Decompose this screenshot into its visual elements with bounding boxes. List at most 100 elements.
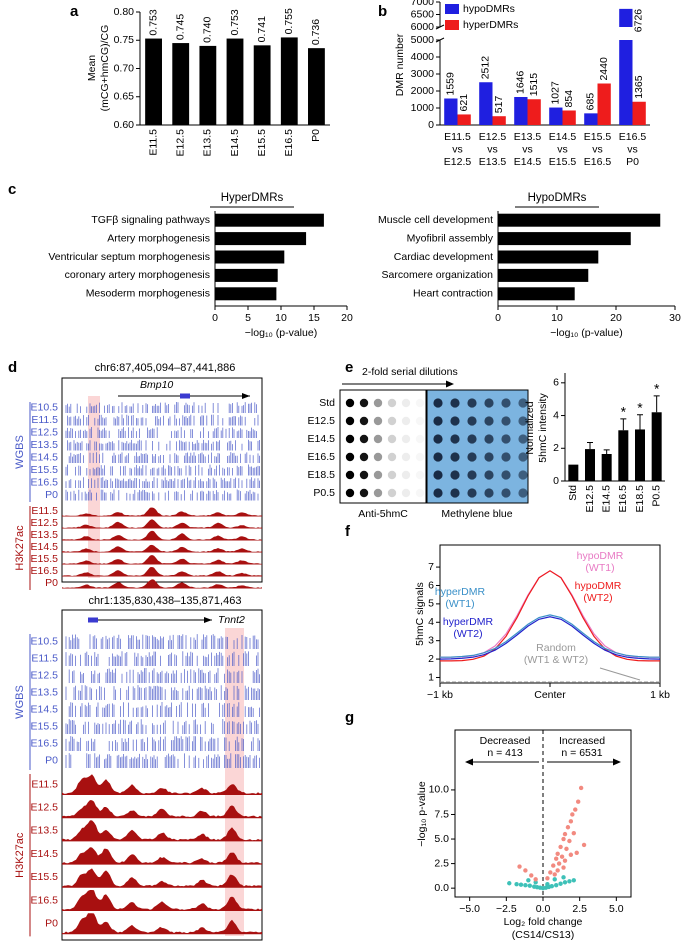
significance: * bbox=[637, 399, 643, 415]
dot bbox=[467, 398, 477, 408]
x-tick-label: −2.5 bbox=[496, 903, 517, 915]
point bbox=[578, 785, 584, 791]
legend-label: hypoDMRs bbox=[463, 3, 515, 15]
point bbox=[523, 883, 528, 888]
y-axis-label: DMR number bbox=[394, 33, 406, 96]
point bbox=[545, 876, 550, 881]
point bbox=[554, 856, 559, 861]
y-tick-label: 0.65 bbox=[114, 91, 135, 103]
track-label: E15.5 bbox=[31, 553, 59, 565]
row-label: Std bbox=[319, 397, 335, 409]
h3k27ac-track bbox=[62, 544, 262, 553]
panel-title: HypoDMRs bbox=[528, 192, 587, 204]
wgbs-track bbox=[65, 477, 260, 488]
dot bbox=[450, 488, 460, 498]
dot bbox=[518, 416, 528, 426]
exon bbox=[180, 393, 190, 399]
dot bbox=[345, 470, 355, 480]
arrow-head bbox=[613, 758, 621, 766]
x-tick-label: vs bbox=[592, 143, 603, 155]
bar bbox=[514, 97, 528, 125]
point bbox=[571, 830, 576, 836]
dot bbox=[387, 416, 397, 426]
point bbox=[555, 868, 560, 873]
point bbox=[526, 878, 531, 883]
track-label: E11.5 bbox=[31, 414, 58, 426]
x-tick-label: E14.5 bbox=[600, 485, 612, 513]
value-label: 621 bbox=[458, 94, 470, 112]
track-label: E15.5 bbox=[31, 720, 59, 732]
bar bbox=[632, 101, 646, 125]
dot bbox=[401, 488, 411, 498]
gene-name: Tnnt2 bbox=[218, 614, 245, 626]
dot bbox=[450, 434, 460, 444]
wgbs-track bbox=[65, 736, 260, 751]
dot bbox=[501, 434, 511, 444]
series-label: hypoDMR bbox=[577, 550, 624, 562]
dot bbox=[433, 452, 443, 462]
dot bbox=[518, 398, 528, 408]
h3k27ac-track bbox=[62, 567, 262, 577]
bar bbox=[145, 38, 162, 125]
panel-title: HyperDMRs bbox=[221, 192, 284, 204]
x-tick-label: E16.5 bbox=[619, 131, 647, 143]
dot bbox=[501, 416, 511, 426]
y-tick-label: Mesoderm morphogenesis bbox=[86, 288, 210, 300]
wgbs-track bbox=[67, 414, 259, 426]
track-label: E16.5 bbox=[31, 737, 59, 749]
y-tick-label: 1000 bbox=[411, 102, 435, 114]
dot bbox=[416, 399, 424, 407]
panel-label: b bbox=[378, 3, 387, 20]
point bbox=[518, 882, 524, 887]
dot bbox=[450, 416, 460, 426]
row-label: E16.5 bbox=[308, 451, 336, 463]
dot bbox=[416, 489, 424, 497]
dot bbox=[373, 470, 383, 480]
x-tick-label: E15.5 bbox=[256, 129, 268, 157]
value-label: 0.755 bbox=[283, 8, 295, 34]
h3k27ac-track bbox=[62, 913, 262, 935]
h3k27ac-track bbox=[62, 555, 262, 565]
y-tick-label: 10.0 bbox=[429, 784, 450, 796]
track-label: E12.5 bbox=[31, 669, 59, 681]
y-tick-label: 6 bbox=[553, 377, 559, 389]
dot bbox=[467, 416, 477, 426]
value-label: 0.753 bbox=[229, 9, 241, 35]
dot bbox=[450, 398, 460, 408]
dot bbox=[467, 470, 477, 480]
x-tick-label: E12.5 bbox=[444, 156, 472, 168]
value-label: 1515 bbox=[528, 73, 540, 97]
h3k27ac-track bbox=[62, 774, 262, 795]
row-label: P0.5 bbox=[313, 487, 335, 499]
row-label: E18.5 bbox=[308, 469, 336, 481]
bar bbox=[651, 412, 662, 481]
wgbs-track bbox=[65, 753, 260, 768]
annotation: n = 413 bbox=[487, 747, 522, 759]
dot bbox=[484, 398, 494, 408]
dot bbox=[416, 471, 424, 479]
dot bbox=[373, 488, 383, 498]
x-tick-label: E13.5 bbox=[514, 131, 542, 143]
series-label: hypoDMR bbox=[575, 580, 622, 592]
track-label: P0 bbox=[45, 489, 58, 501]
point bbox=[517, 864, 522, 869]
wgbs-track bbox=[65, 489, 259, 501]
x-axis-label: −log₁₀ (p-value) bbox=[245, 327, 317, 339]
y-tick-label: 4000 bbox=[411, 51, 435, 63]
dot bbox=[359, 416, 369, 426]
dot bbox=[416, 417, 424, 425]
blot-caption: 2-fold serial dilutions bbox=[362, 366, 458, 378]
point bbox=[581, 842, 587, 848]
x-tick-label: Std bbox=[567, 485, 579, 501]
point bbox=[554, 883, 559, 888]
dot bbox=[345, 452, 355, 462]
leader bbox=[599, 667, 641, 681]
dot bbox=[359, 398, 369, 408]
y-tick-label: 0.75 bbox=[114, 34, 135, 46]
h3k27ac-track bbox=[62, 820, 262, 842]
y-axis-label: (mCG+hmCG)/CG bbox=[99, 25, 111, 112]
point bbox=[562, 831, 568, 837]
dot bbox=[387, 452, 397, 462]
point bbox=[564, 846, 569, 852]
point bbox=[574, 850, 579, 855]
